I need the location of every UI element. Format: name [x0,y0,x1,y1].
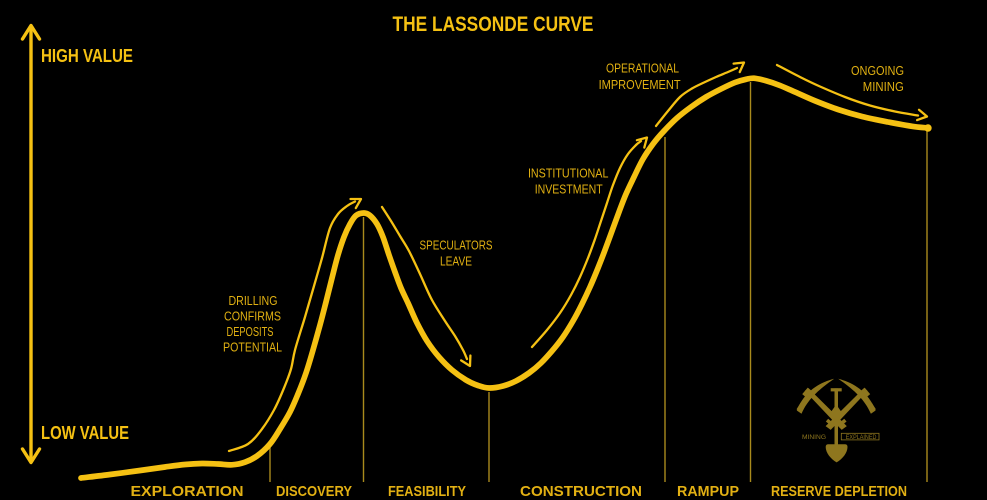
svg-text:CONSTRUCTION: CONSTRUCTION [520,483,642,500]
svg-text:DRILLING: DRILLING [229,293,278,308]
svg-text:HIGH VALUE: HIGH VALUE [41,45,133,66]
svg-text:EXPLORATION: EXPLORATION [131,483,244,500]
svg-text:FEASIBILITY: FEASIBILITY [388,483,466,500]
svg-text:ONGOING: ONGOING [851,63,904,78]
svg-text:THE LASSONDE CURVE: THE LASSONDE CURVE [393,12,594,36]
svg-text:RAMPUP: RAMPUP [677,483,739,500]
svg-text:MINING: MINING [802,434,826,441]
svg-text:LEAVE: LEAVE [440,253,472,268]
svg-text:SPECULATORS: SPECULATORS [420,238,493,253]
svg-text:OPERATIONAL: OPERATIONAL [606,61,679,76]
svg-text:EXPLAINED: EXPLAINED [846,434,877,441]
svg-text:MINING: MINING [863,79,904,94]
svg-text:RESERVE DEPLETION: RESERVE DEPLETION [771,483,907,500]
svg-text:DISCOVERY: DISCOVERY [276,483,352,500]
svg-text:INSTITUTIONAL: INSTITUTIONAL [528,166,609,181]
svg-text:POTENTIAL: POTENTIAL [223,340,282,355]
svg-text:CONFIRMS: CONFIRMS [224,309,281,324]
svg-text:LOW VALUE: LOW VALUE [41,422,129,443]
svg-text:DEPOSITS: DEPOSITS [227,324,274,339]
svg-text:IMPROVEMENT: IMPROVEMENT [599,77,681,92]
svg-text:INVESTMENT: INVESTMENT [535,181,603,196]
